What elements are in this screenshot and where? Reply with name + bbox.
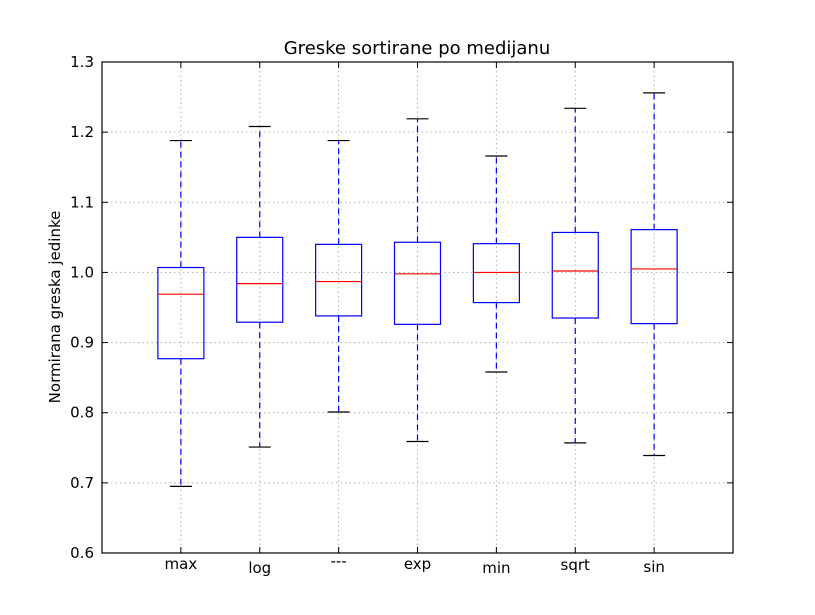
box-min xyxy=(473,156,519,372)
x-category-label: log xyxy=(248,559,271,577)
x-category-label: min xyxy=(482,559,510,577)
grid-lines xyxy=(102,62,733,553)
box-max xyxy=(158,141,204,487)
y-tick-label: 0.6 xyxy=(70,544,94,562)
x-category-label: sqrt xyxy=(561,556,591,574)
plot-frame xyxy=(102,62,733,553)
y-tick-label: 1.3 xyxy=(70,53,94,71)
y-tick-label: 1.1 xyxy=(70,193,94,211)
box-sqrt xyxy=(552,108,598,443)
iqr-box xyxy=(473,244,519,303)
y-tick-label: 1.0 xyxy=(70,263,94,281)
y-tick-label: 0.8 xyxy=(70,404,94,422)
x-category-label: --- xyxy=(331,552,347,570)
y-axis-label: Normirana greska jedinke xyxy=(46,211,64,404)
y-tick-label: 0.7 xyxy=(70,474,94,492)
x-axis-categories: max log --- exp min sqrt sin xyxy=(165,62,665,577)
y-axis-ticks: 0.6 0.7 0.8 0.9 1.0 1.1 1.2 1.3 xyxy=(70,53,733,562)
iqr-box xyxy=(158,268,204,359)
box-series xyxy=(158,93,677,487)
x-category-label: max xyxy=(165,555,198,573)
box-dashes xyxy=(316,141,362,412)
x-category-label: sin xyxy=(643,558,665,576)
iqr-box xyxy=(237,237,283,322)
chart-title: Greske sortirane po medijanu xyxy=(284,38,551,59)
box-exp xyxy=(395,119,441,442)
box-log xyxy=(237,127,283,448)
x-category-label: exp xyxy=(404,555,431,573)
y-tick-label: 0.9 xyxy=(70,334,94,352)
y-tick-label: 1.2 xyxy=(70,123,94,141)
